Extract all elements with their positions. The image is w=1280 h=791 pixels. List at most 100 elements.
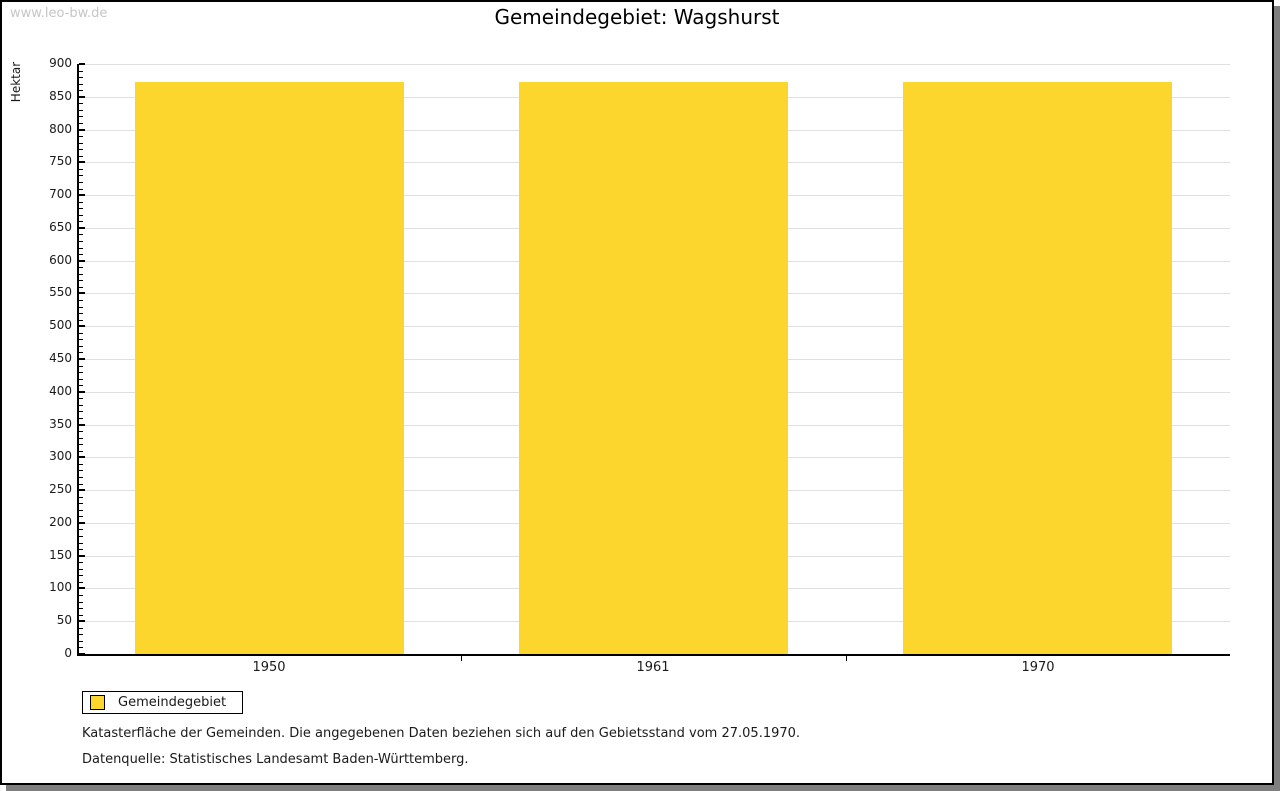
legend-label: Gemeindegebiet [118,695,227,710]
y-axis-minor-tick [79,595,83,596]
y-axis-minor-tick [79,149,83,150]
x-axis-tick-label: 1961 [636,660,670,675]
x-axis-tick-label: 1950 [252,660,286,675]
y-axis-minor-tick [79,156,83,157]
legend: Gemeindegebiet [82,691,244,714]
footnote-datenquelle: Datenquelle: Statistisches Landesamt Bad… [82,752,469,767]
y-axis-tick-label: 750 [49,154,72,168]
y-axis-minor-tick [79,84,83,85]
y-axis-minor-tick [79,628,83,629]
y-axis-minor-tick [79,582,83,583]
y-axis-minor-tick [79,398,83,399]
y-axis-minor-tick [79,90,83,91]
y-axis-tick-label: 700 [49,187,72,201]
y-axis-minor-tick [79,234,83,235]
y-axis-minor-tick [79,484,83,485]
x-axis-tick-label: 1970 [1021,660,1055,675]
y-axis-minor-tick [79,143,83,144]
gridline [79,64,1230,65]
y-axis-minor-tick [79,516,83,517]
y-axis-minor-tick [79,366,83,367]
legend-swatch-icon [90,695,105,710]
y-axis-minor-tick [79,280,83,281]
y-axis-minor-tick [79,451,83,452]
y-axis-minor-tick [79,267,83,268]
y-axis-minor-tick [79,615,83,616]
y-axis-tick-label: 100 [49,580,72,594]
y-axis-minor-tick [79,418,83,419]
y-axis-major-tick [79,227,85,229]
y-axis-minor-tick [79,169,83,170]
y-axis-minor-tick [79,536,83,537]
y-axis-minor-tick [79,346,83,347]
y-axis-minor-tick [79,202,83,203]
y-axis-minor-tick [79,221,83,222]
y-axis-minor-tick [79,385,83,386]
y-axis-major-tick [79,489,85,491]
y-axis-minor-tick [79,562,83,563]
y-axis-minor-tick [79,300,83,301]
y-axis-minor-tick [79,287,83,288]
y-axis-minor-tick [79,405,83,406]
footnote-gebietsstand: Katasterfläche der Gemeinden. Die angege… [82,726,801,741]
y-axis-minor-tick [79,175,83,176]
y-axis-minor-tick [79,647,83,648]
y-axis-minor-tick [79,549,83,550]
chart-title: Gemeindegebiet: Wagshurst [494,5,780,29]
y-axis-major-tick [79,96,85,98]
y-axis-minor-tick [79,339,83,340]
y-axis-tick-label: 550 [49,285,72,299]
y-axis-minor-tick [79,248,83,249]
y-axis-minor-tick [79,189,83,190]
y-axis-major-tick [79,63,85,65]
y-axis-minor-tick [79,116,83,117]
y-axis-tick-label: 850 [49,89,72,103]
y-axis-tick-label: 0 [64,646,72,660]
y-axis-tick-label: 200 [49,515,72,529]
bar [903,82,1172,654]
y-axis-minor-tick [79,71,83,72]
plot-area: 0 50 100 150 200 250 300 350 400 450 500 550 600 650 7… [2,2,1272,783]
y-axis-tick-label: 400 [49,384,72,398]
y-axis-major-tick [79,260,85,262]
y-axis-minor-tick [79,136,83,137]
y-axis-major-tick [79,391,85,393]
y-axis-minor-tick [79,208,83,209]
y-axis-tick-label: 350 [49,417,72,431]
y-axis-tick-label: 250 [49,482,72,496]
y-axis-major-tick [79,194,85,196]
y-axis-major-tick [79,325,85,327]
y-axis-tick-label: 800 [49,122,72,136]
y-axis-minor-tick [79,307,83,308]
y-axis-minor-tick [79,313,83,314]
y-axis-minor-tick [79,608,83,609]
y-axis-tick-label: 450 [49,351,72,365]
y-axis-tick-label: 500 [49,318,72,332]
y-axis-minor-tick [79,477,83,478]
y-axis-tick-label: 900 [49,56,72,70]
y-axis-minor-tick [79,320,83,321]
y-axis-minor-tick [79,103,83,104]
y-axis-minor-tick [79,182,83,183]
y-axis-minor-tick [79,438,83,439]
y-axis-minor-tick [79,470,83,471]
y-axis-minor-tick [79,503,83,504]
y-axis-minor-tick [79,110,83,111]
y-axis-major-tick [79,456,85,458]
y-axis-tick-label: 150 [49,548,72,562]
y-axis-minor-tick [79,254,83,255]
y-axis-major-tick [79,620,85,622]
y-axis-tick-label: 650 [49,220,72,234]
y-axis-minor-tick [79,333,83,334]
y-axis-minor-tick [79,575,83,576]
category-separator-tick [846,656,847,661]
y-axis-minor-tick [79,464,83,465]
y-axis-minor-tick [79,497,83,498]
y-axis-minor-tick [79,77,83,78]
y-axis-major-tick [79,555,85,557]
bar [519,82,788,654]
y-axis-major-tick [79,129,85,131]
y-axis-major-tick [79,292,85,294]
